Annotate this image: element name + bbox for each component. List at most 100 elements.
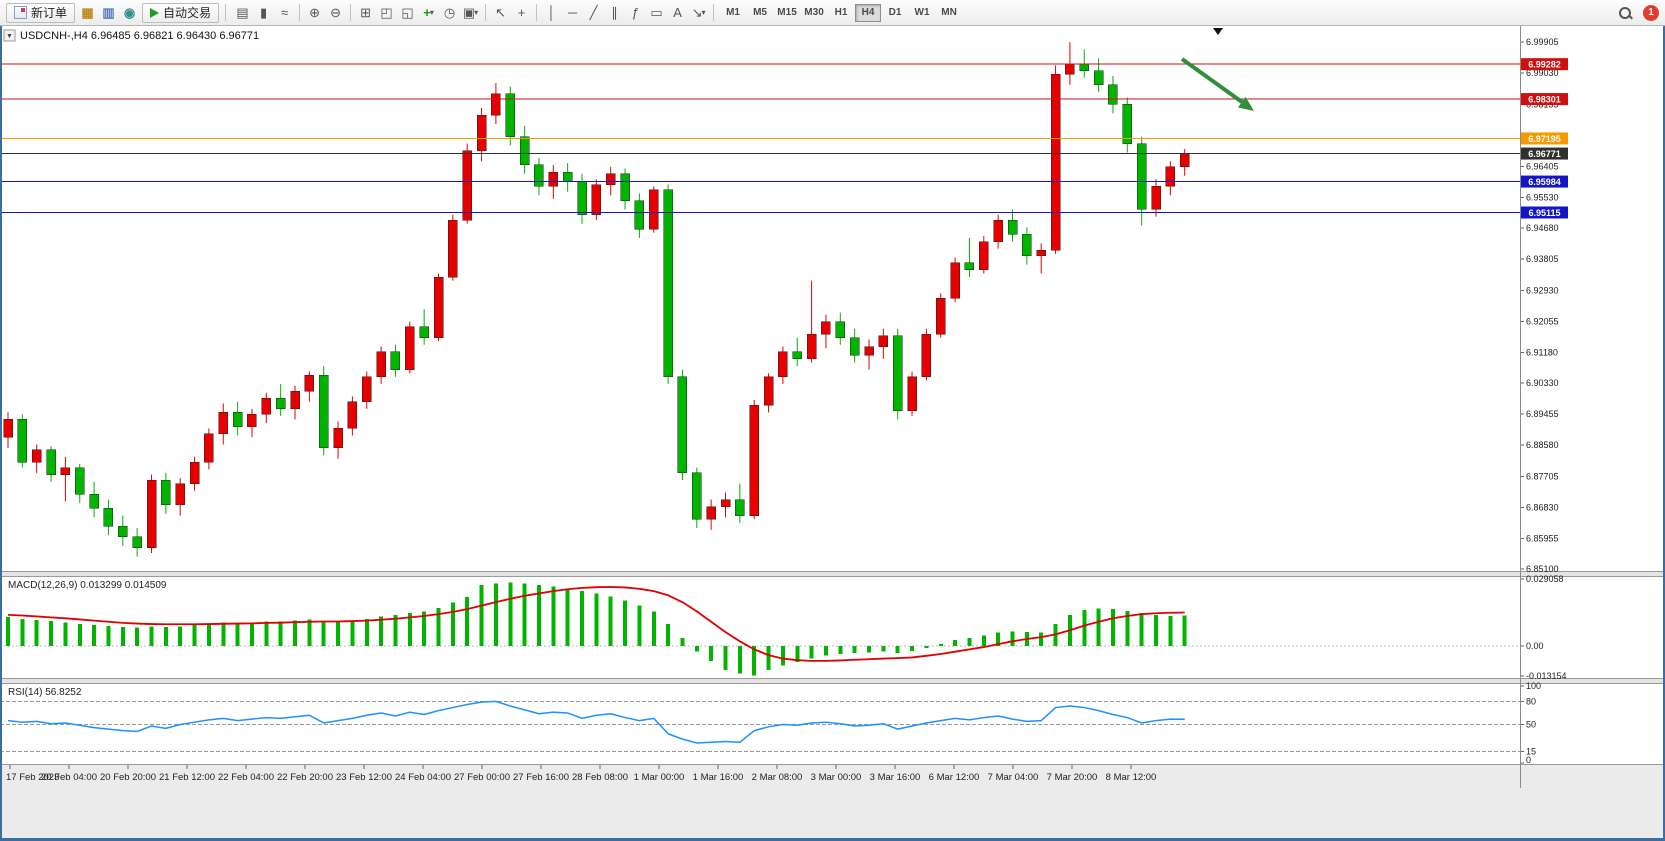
chevron-down-icon: ▾ (429, 8, 434, 17)
chart-canvas[interactable]: 6.999056.990306.981556.964056.955306.946… (0, 26, 1665, 788)
timeframe-group: M1 M5 M15 M30 H1 H4 D1 W1 MN (720, 3, 962, 22)
navigator-icon[interactable]: ◉ (123, 4, 136, 20)
cursor-icon[interactable]: ↖ (495, 4, 506, 20)
horizontal-line-icon[interactable]: ─ (567, 5, 578, 20)
candle (720, 499, 731, 507)
new-chart-icon[interactable]: + ▾ (423, 5, 434, 20)
notification-badge[interactable]: 1 (1643, 4, 1659, 21)
candle (1093, 70, 1104, 86)
rsi-axis-label: 0 (1526, 755, 1531, 765)
charts-grid-icon[interactable]: ▦ (81, 4, 94, 20)
shapes-icon[interactable]: ▭ (650, 4, 663, 20)
price-axis-label: 6.99905 (1526, 37, 1559, 47)
chevron-down-icon: ▾ (474, 8, 479, 17)
candle (405, 326, 415, 370)
candles-layer (3, 42, 1190, 557)
new-order-icon (14, 6, 27, 19)
market-watch-icon[interactable]: ▥ (102, 4, 115, 20)
trend-arrow-annotation[interactable] (1180, 57, 1254, 111)
candle (1165, 166, 1176, 187)
collapse-triangle-icon: ▼ (6, 33, 13, 40)
toolbar-separator (713, 4, 715, 21)
window-bottom-area (0, 788, 1665, 841)
candle (677, 376, 688, 474)
chevron-down-icon: ▾ (701, 8, 706, 17)
svg-text:6.97195: 6.97195 (1528, 134, 1561, 144)
trendline-icon[interactable]: ╱ (589, 4, 598, 20)
rsi-line (7, 700, 1185, 744)
play-icon (150, 7, 160, 18)
timeframe-m1[interactable]: M1 (720, 4, 746, 22)
candle (347, 401, 358, 429)
candle (1036, 250, 1046, 257)
candle (620, 173, 630, 201)
cascade-windows-icon[interactable]: ◰ (380, 4, 393, 20)
zoom-in-icon[interactable]: ⊕ (309, 4, 320, 20)
candle (1179, 153, 1190, 168)
timeframe-h4[interactable]: H4 (855, 3, 882, 22)
candle (605, 173, 616, 185)
price-axis-label: 6.93805 (1526, 254, 1559, 264)
candle (692, 472, 702, 520)
candle (778, 351, 788, 378)
price-axis-label: 6.91180 (1526, 348, 1558, 358)
time-axis-label: 7 Mar 20:00 (1047, 772, 1098, 783)
timeframe-w1[interactable]: W1 (909, 4, 935, 22)
chart-collapse-button[interactable] (3, 29, 16, 42)
fibonacci-icon[interactable]: ƒ (631, 5, 640, 20)
rsi-axis-label: 50 (1526, 720, 1536, 730)
timeframe-m30[interactable]: M30 (801, 4, 827, 22)
chart-template-icon[interactable]: ▣ ▾ (462, 4, 479, 20)
candle (792, 351, 802, 360)
candle (835, 321, 846, 338)
arrange-windows-icon[interactable]: ◱ (401, 4, 414, 20)
arrow-objects-icon[interactable]: ↘ ▾ (691, 4, 706, 20)
price-axis-label: 6.90330 (1526, 378, 1559, 388)
bar-chart-icon[interactable]: ▤ (236, 4, 249, 20)
timeframe-m5[interactable]: M5 (747, 4, 773, 22)
rsi-label: RSI(14) 56.8252 (8, 687, 82, 698)
time-axis-label: 1 Mar 00:00 (634, 772, 685, 783)
candle (1151, 186, 1161, 210)
price-axis-label: 6.99030 (1526, 68, 1559, 78)
tool-icon-group: ▤ ▮ ≈ ⊕ ⊖ ⊞ ◰ ◱ + ▾ ◷ ▣ ▾ ↖ + │ ─ ╱ ∥ ƒ ▭ A ↘ ▾ (232, 3, 718, 23)
timeframe-d1[interactable]: D1 (882, 4, 908, 22)
candle (476, 114, 487, 151)
candle (17, 419, 28, 463)
candle (577, 180, 587, 216)
candle (275, 397, 286, 410)
svg-text:6.96771: 6.96771 (1528, 149, 1561, 159)
candle (146, 479, 157, 548)
timeframe-mn[interactable]: MN (936, 4, 962, 22)
svg-text:6.95115: 6.95115 (1528, 208, 1560, 218)
window-frame-bottom (0, 838, 1665, 841)
search-icon[interactable] (1614, 3, 1635, 23)
channel-icon[interactable]: ∥ (611, 4, 618, 20)
candle (634, 200, 645, 230)
candlestick-chart-icon[interactable]: ▮ (259, 4, 268, 20)
price-tag (1521, 132, 1568, 145)
line-chart-icon[interactable]: ≈ (280, 5, 289, 20)
price-axis-label: 6.95530 (1526, 193, 1559, 203)
text-label-icon[interactable]: A (673, 5, 682, 20)
crosshair-icon[interactable]: + (517, 5, 526, 20)
candle (979, 241, 989, 271)
timeframe-h1[interactable]: H1 (828, 4, 854, 22)
candle (3, 419, 13, 438)
period-clock-icon[interactable]: ◷ (443, 4, 456, 20)
tile-windows-icon[interactable]: ⊞ (360, 4, 371, 20)
candle (936, 298, 946, 335)
candle (118, 526, 128, 538)
candle (591, 184, 602, 216)
candle (448, 219, 458, 278)
new-order-button[interactable]: 新订单 (6, 2, 76, 23)
auto-trading-button[interactable]: 自动交易 (142, 2, 220, 23)
candle (318, 374, 329, 449)
window-frame-left (0, 26, 2, 841)
candle (491, 93, 501, 116)
vertical-line-icon[interactable]: │ (547, 5, 556, 20)
time-axis-label: 17 Feb 2023 (6, 772, 59, 783)
zoom-out-icon[interactable]: ⊖ (330, 4, 341, 20)
timeframe-m15[interactable]: M15 (774, 4, 800, 22)
